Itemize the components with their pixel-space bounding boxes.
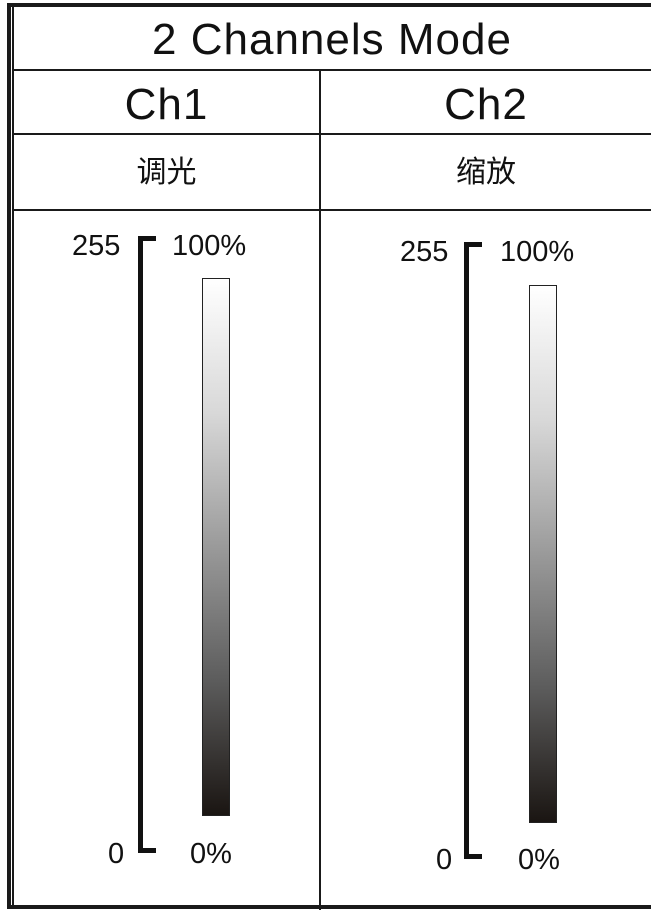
channel-2-bracket-bottom-tick <box>464 854 482 859</box>
channel-2-dmx-max: 255 <box>400 236 449 268</box>
channel-1-bracket-bottom-tick <box>138 848 156 853</box>
table-inner-border <box>12 3 651 909</box>
channel-1-bracket-top-tick <box>138 236 156 241</box>
channel-1-function: 调光 <box>136 155 197 190</box>
channel-2-percent-max: 100% <box>500 236 575 268</box>
channel-1-percent-max: 100% <box>172 230 247 262</box>
divider-channel-names <box>12 133 651 135</box>
channel-2-percent-min: 0% <box>518 844 560 876</box>
channel-2-function: 缩放 <box>456 155 516 190</box>
channel-2-dmx-min: 0 <box>436 844 453 876</box>
channel-1-percent-min: 0% <box>190 838 232 870</box>
channel-1-level-gradient <box>202 278 230 816</box>
channel-1-dmx-max: 255 <box>72 230 121 262</box>
channel-1-range-bracket <box>138 236 143 853</box>
column-divider <box>319 70 321 910</box>
divider-title <box>12 69 651 71</box>
channel-2-bracket-top-tick <box>464 242 482 247</box>
mode-title: 2 Channels Mode <box>152 15 512 64</box>
divider-functions <box>12 209 651 211</box>
channel-2-level-gradient <box>529 285 557 823</box>
channel-1-dmx-min: 0 <box>108 838 125 870</box>
table-frame <box>7 3 651 909</box>
channel-1-name: Ch1 <box>124 80 209 129</box>
channel-2-name: Ch2 <box>444 80 528 129</box>
channel-2-range-bracket <box>464 242 469 859</box>
